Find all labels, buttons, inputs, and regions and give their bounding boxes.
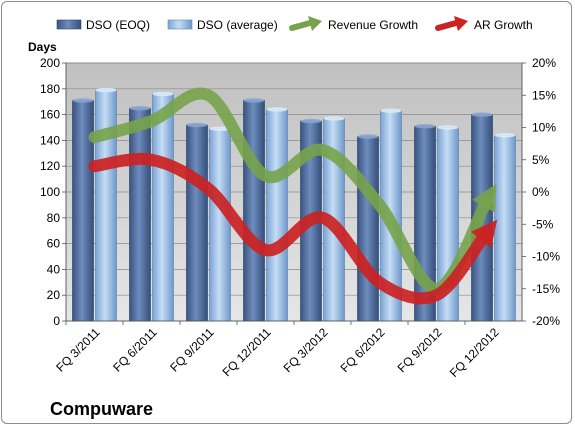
legend-label-dso-eoq: DSO (EOQ) [86, 18, 150, 32]
bar-dso-eoq [186, 124, 208, 322]
y2-tick-label: 10% [532, 121, 556, 135]
legend-swatch-dso-eoq [56, 19, 82, 30]
y2-tick-label: 20% [532, 56, 556, 70]
y-tick-label: 140 [40, 133, 60, 147]
bar-dso-average-top [209, 126, 231, 131]
legend-arrowhead-ar-growth [454, 16, 468, 31]
line-ar-growth [88, 152, 491, 305]
y2-tick-label: 15% [532, 88, 556, 102]
bar-dso-average-top [266, 107, 288, 112]
bar-dso-eoq [357, 136, 379, 322]
legend: DSO (EOQ) DSO (average) Revenue Growth A… [56, 16, 533, 32]
bar-dso-eoq [243, 100, 265, 322]
series-lines [88, 87, 498, 305]
y-tick-label: 160 [40, 108, 60, 122]
bar-dso-average [494, 134, 516, 322]
y-tick-label: 180 [40, 82, 60, 96]
y-tick-label: 100 [40, 185, 60, 199]
bar-dso-average-top [437, 125, 459, 130]
y-tick-label: 60 [47, 237, 61, 251]
x-tick-label: FQ 3/2012 [281, 325, 331, 375]
y2-tick-label: -5% [532, 217, 554, 231]
legend-arrowhead-revenue-growth [308, 16, 322, 31]
bar-dso-average-top [380, 108, 402, 113]
bar-dso-average [152, 93, 174, 322]
y2-tick-label: 5% [532, 153, 550, 167]
y-tick-label: 200 [40, 56, 60, 70]
y-tick-label: 20 [47, 288, 61, 302]
bar-dso-average-top [95, 87, 117, 93]
legend-swatch-dso-average [167, 19, 193, 30]
legend-swatch-revenue-growth [289, 20, 313, 31]
bar-dso-average [95, 89, 117, 322]
legend-label-revenue-growth: Revenue Growth [328, 18, 418, 32]
x-tick-label: FQ 6/2012 [338, 325, 388, 375]
bar-dso-eoq-top [357, 134, 379, 139]
x-tick-label: FQ 9/2012 [395, 325, 445, 375]
legend-label-ar-growth: AR Growth [474, 18, 533, 32]
x-tick-label: FQ 3/2011 [53, 325, 103, 375]
y-axis-label: Days [28, 40, 57, 54]
x-tick-label: FQ 6/2011 [110, 325, 160, 375]
bar-dso-eoq-top [471, 112, 493, 117]
y2-tick-label: -10% [532, 250, 560, 264]
y2-tick-label: -15% [532, 282, 560, 296]
arrowhead-revenue-growth [472, 183, 497, 213]
arrowhead-ar-growth [470, 219, 498, 248]
chart-title: Compuware [50, 399, 154, 419]
x-tick-label: FQ 9/2011 [167, 325, 217, 375]
bar-dso-eoq-top [300, 118, 322, 124]
x-tick-label: FQ 12/2011 [220, 325, 274, 379]
bar-dso-eoq-top [72, 98, 94, 103]
bar-dso-average [209, 128, 231, 322]
y-tick-label: 80 [47, 211, 61, 225]
y-tick-label: 40 [47, 262, 61, 276]
bar-dso-average-top [152, 91, 174, 97]
bar-dso-eoq-top [243, 98, 265, 103]
legend-swatch-ar-growth [435, 20, 459, 31]
y-tick-label: 0 [53, 314, 60, 328]
bar-dso-eoq-top [129, 105, 151, 111]
bar-dso-eoq-top [186, 122, 208, 128]
legend-label-dso-average: DSO (average) [197, 18, 278, 32]
bar-dso-average-top [494, 133, 516, 138]
bar-dso-eoq-top [414, 124, 436, 129]
y-tick-label: 120 [40, 159, 60, 173]
bar-dso-average [266, 109, 288, 322]
y2-tick-label: -20% [532, 314, 560, 328]
y2-tick-label: 0% [532, 185, 550, 199]
bar-dso-eoq [129, 107, 151, 322]
x-tick-label: FQ 12/2012 [447, 325, 502, 380]
bar-dso-average-top [323, 116, 345, 121]
